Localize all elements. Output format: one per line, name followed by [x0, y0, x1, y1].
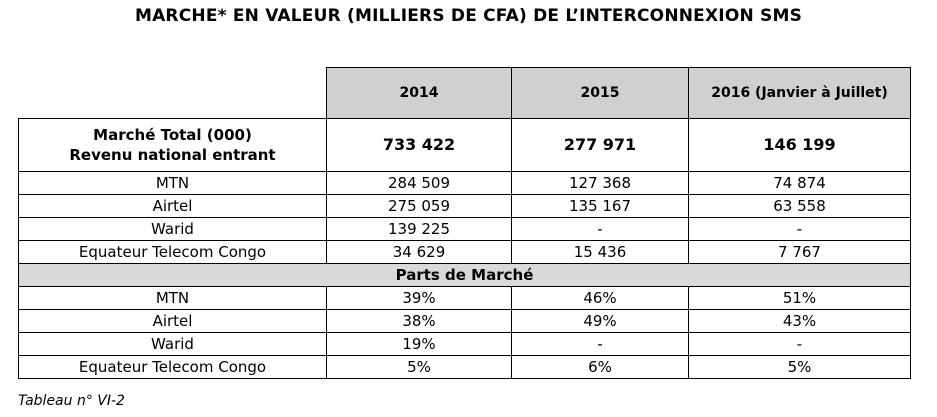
row-label: MTN: [18, 171, 327, 195]
total-row: Marché Total (000) Revenu national entra…: [18, 118, 911, 172]
cell-value: 74 874: [688, 171, 911, 195]
row-label: Airtel: [18, 194, 327, 218]
table-title: MARCHE* EN VALEUR (MILLIERS DE CFA) DE L…: [134, 6, 803, 26]
table-row: Equateur Telecom Congo 34 629 15 436 7 7…: [18, 240, 911, 264]
table-row: Airtel 38% 49% 43%: [18, 309, 911, 333]
table-row: Warid 19% - -: [18, 332, 911, 356]
column-header: 2014: [326, 67, 512, 119]
cell-value: -: [511, 217, 689, 241]
row-label: Warid: [18, 217, 327, 241]
row-label: Equateur Telecom Congo: [18, 240, 327, 264]
cell-value: 6%: [511, 355, 689, 379]
cell-value: -: [511, 332, 689, 356]
total-value: 277 971: [511, 118, 689, 172]
cell-value: 19%: [326, 332, 512, 356]
row-label: Equateur Telecom Congo: [18, 355, 327, 379]
total-label-line2: Revenu national entrant: [69, 146, 276, 164]
row-label: Airtel: [18, 309, 327, 333]
table-caption: Tableau n° VI-2: [18, 393, 125, 409]
cell-value: 38%: [326, 309, 512, 333]
cell-value: 284 509: [326, 171, 512, 195]
total-label: Marché Total (000) Revenu national entra…: [18, 118, 327, 172]
sms-market-table: 2014 2015 2016 (Janvier à Juillet) March…: [18, 67, 911, 379]
cell-value: 7 767: [688, 240, 911, 264]
cell-value: 49%: [511, 309, 689, 333]
cell-value: 63 558: [688, 194, 911, 218]
cell-value: -: [688, 217, 911, 241]
column-header: 2015: [511, 67, 689, 119]
cell-value: 5%: [326, 355, 512, 379]
cell-value: -: [688, 332, 911, 356]
total-label-line1: Marché Total (000): [93, 126, 252, 144]
cell-value: 39%: [326, 286, 512, 310]
section-row: Parts de Marché: [18, 263, 911, 287]
row-label: MTN: [18, 286, 327, 310]
header-corner: [18, 67, 327, 119]
table-row: Equateur Telecom Congo 5% 6% 5%: [18, 355, 911, 379]
cell-value: 139 225: [326, 217, 512, 241]
cell-value: 15 436: [511, 240, 689, 264]
header-row: 2014 2015 2016 (Janvier à Juillet): [18, 67, 911, 119]
column-header: 2016 (Janvier à Juillet): [688, 67, 911, 119]
cell-value: 34 629: [326, 240, 512, 264]
table-row: Airtel 275 059 135 167 63 558: [18, 194, 911, 218]
table-row: MTN 284 509 127 368 74 874: [18, 171, 911, 195]
cell-value: 43%: [688, 309, 911, 333]
cell-value: 51%: [688, 286, 911, 310]
total-value: 733 422: [326, 118, 512, 172]
total-value: 146 199: [688, 118, 911, 172]
cell-value: 46%: [511, 286, 689, 310]
cell-value: 135 167: [511, 194, 689, 218]
table-row: Warid 139 225 - -: [18, 217, 911, 241]
cell-value: 127 368: [511, 171, 689, 195]
cell-value: 5%: [688, 355, 911, 379]
table-row: MTN 39% 46% 51%: [18, 286, 911, 310]
section-label: Parts de Marché: [18, 263, 911, 287]
cell-value: 275 059: [326, 194, 512, 218]
row-label: Warid: [18, 332, 327, 356]
